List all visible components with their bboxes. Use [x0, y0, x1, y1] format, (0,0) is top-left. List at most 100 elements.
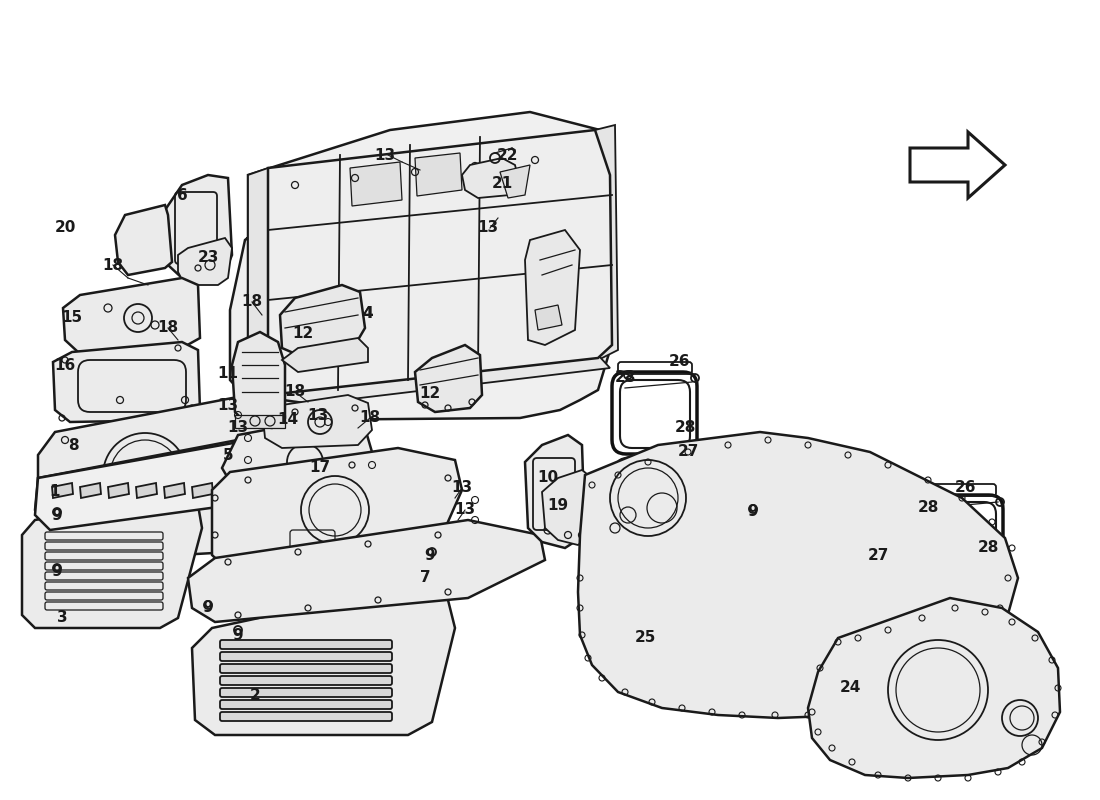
Text: 14: 14	[277, 413, 298, 427]
Text: 26: 26	[955, 481, 976, 495]
Text: 25: 25	[635, 630, 656, 646]
Polygon shape	[222, 420, 372, 498]
Text: 13: 13	[218, 398, 239, 413]
Polygon shape	[165, 175, 232, 280]
Polygon shape	[108, 483, 129, 498]
Polygon shape	[53, 342, 200, 422]
Polygon shape	[80, 484, 102, 500]
Polygon shape	[462, 158, 520, 198]
Polygon shape	[415, 345, 482, 412]
Polygon shape	[212, 448, 462, 572]
Text: 9: 9	[233, 627, 243, 642]
Text: 9: 9	[748, 505, 758, 519]
Polygon shape	[230, 484, 252, 500]
Polygon shape	[140, 484, 162, 500]
Polygon shape	[110, 484, 132, 500]
Text: 18: 18	[102, 258, 123, 273]
Text: 4: 4	[363, 306, 373, 321]
FancyBboxPatch shape	[220, 676, 392, 685]
FancyBboxPatch shape	[220, 688, 392, 697]
Text: 28: 28	[977, 541, 999, 555]
Polygon shape	[500, 165, 530, 198]
Text: 11: 11	[218, 366, 239, 381]
Text: 2: 2	[250, 687, 261, 702]
Text: 26: 26	[669, 354, 691, 370]
Text: 22: 22	[497, 147, 519, 162]
Polygon shape	[808, 598, 1060, 778]
Polygon shape	[232, 332, 285, 428]
Text: 10: 10	[538, 470, 559, 486]
Polygon shape	[910, 132, 1005, 198]
Text: 27: 27	[867, 547, 889, 562]
Polygon shape	[35, 438, 324, 525]
Text: 17: 17	[309, 461, 331, 475]
Text: 28: 28	[917, 501, 938, 515]
Text: 1: 1	[50, 485, 60, 499]
Polygon shape	[164, 483, 185, 498]
Polygon shape	[578, 432, 1018, 718]
Polygon shape	[188, 520, 544, 622]
Polygon shape	[192, 483, 213, 498]
Text: 12: 12	[419, 386, 441, 401]
Text: 12: 12	[293, 326, 314, 341]
Text: 21: 21	[492, 175, 513, 190]
Polygon shape	[22, 498, 202, 628]
Polygon shape	[50, 484, 72, 500]
Polygon shape	[248, 483, 270, 498]
Text: 7: 7	[420, 570, 430, 586]
Polygon shape	[220, 483, 241, 498]
Text: 9: 9	[52, 507, 63, 522]
Polygon shape	[63, 278, 200, 352]
Polygon shape	[200, 484, 222, 500]
Text: 23: 23	[197, 250, 219, 266]
FancyBboxPatch shape	[220, 700, 392, 709]
Polygon shape	[230, 112, 615, 420]
Polygon shape	[39, 395, 340, 562]
Polygon shape	[170, 484, 192, 500]
Text: 9: 9	[425, 547, 436, 562]
FancyBboxPatch shape	[220, 664, 392, 673]
Text: 28: 28	[614, 370, 636, 386]
Polygon shape	[263, 395, 372, 448]
Polygon shape	[192, 590, 455, 735]
Polygon shape	[178, 238, 232, 285]
Polygon shape	[248, 130, 615, 215]
Polygon shape	[525, 230, 580, 345]
Polygon shape	[248, 168, 268, 400]
Text: 13: 13	[307, 407, 329, 422]
Polygon shape	[415, 153, 462, 196]
Polygon shape	[525, 435, 585, 548]
Text: 9: 9	[202, 601, 213, 615]
Text: 5: 5	[222, 447, 233, 462]
FancyBboxPatch shape	[220, 652, 392, 661]
Text: 18: 18	[285, 385, 306, 399]
Polygon shape	[80, 483, 101, 498]
Text: 24: 24	[839, 681, 860, 695]
Polygon shape	[235, 415, 285, 428]
Polygon shape	[280, 285, 365, 355]
Text: 18: 18	[360, 410, 381, 426]
Text: 13: 13	[451, 481, 473, 495]
Text: 18: 18	[157, 321, 178, 335]
Text: 15: 15	[62, 310, 82, 326]
Text: 16: 16	[54, 358, 76, 374]
Text: 3: 3	[57, 610, 67, 626]
Polygon shape	[535, 305, 562, 330]
Text: 13: 13	[454, 502, 475, 518]
Text: 8: 8	[68, 438, 78, 453]
Polygon shape	[268, 130, 612, 395]
FancyBboxPatch shape	[220, 712, 392, 721]
Text: 6: 6	[177, 189, 187, 203]
Polygon shape	[542, 470, 595, 545]
Text: 27: 27	[678, 445, 698, 459]
Text: 18: 18	[241, 294, 263, 310]
Polygon shape	[248, 355, 610, 410]
Polygon shape	[260, 484, 282, 500]
Text: 20: 20	[54, 221, 76, 235]
Text: 13: 13	[477, 221, 498, 235]
Text: 4: 4	[363, 306, 373, 321]
FancyBboxPatch shape	[220, 640, 392, 649]
Polygon shape	[116, 205, 172, 275]
Polygon shape	[350, 162, 402, 206]
Polygon shape	[52, 483, 73, 498]
